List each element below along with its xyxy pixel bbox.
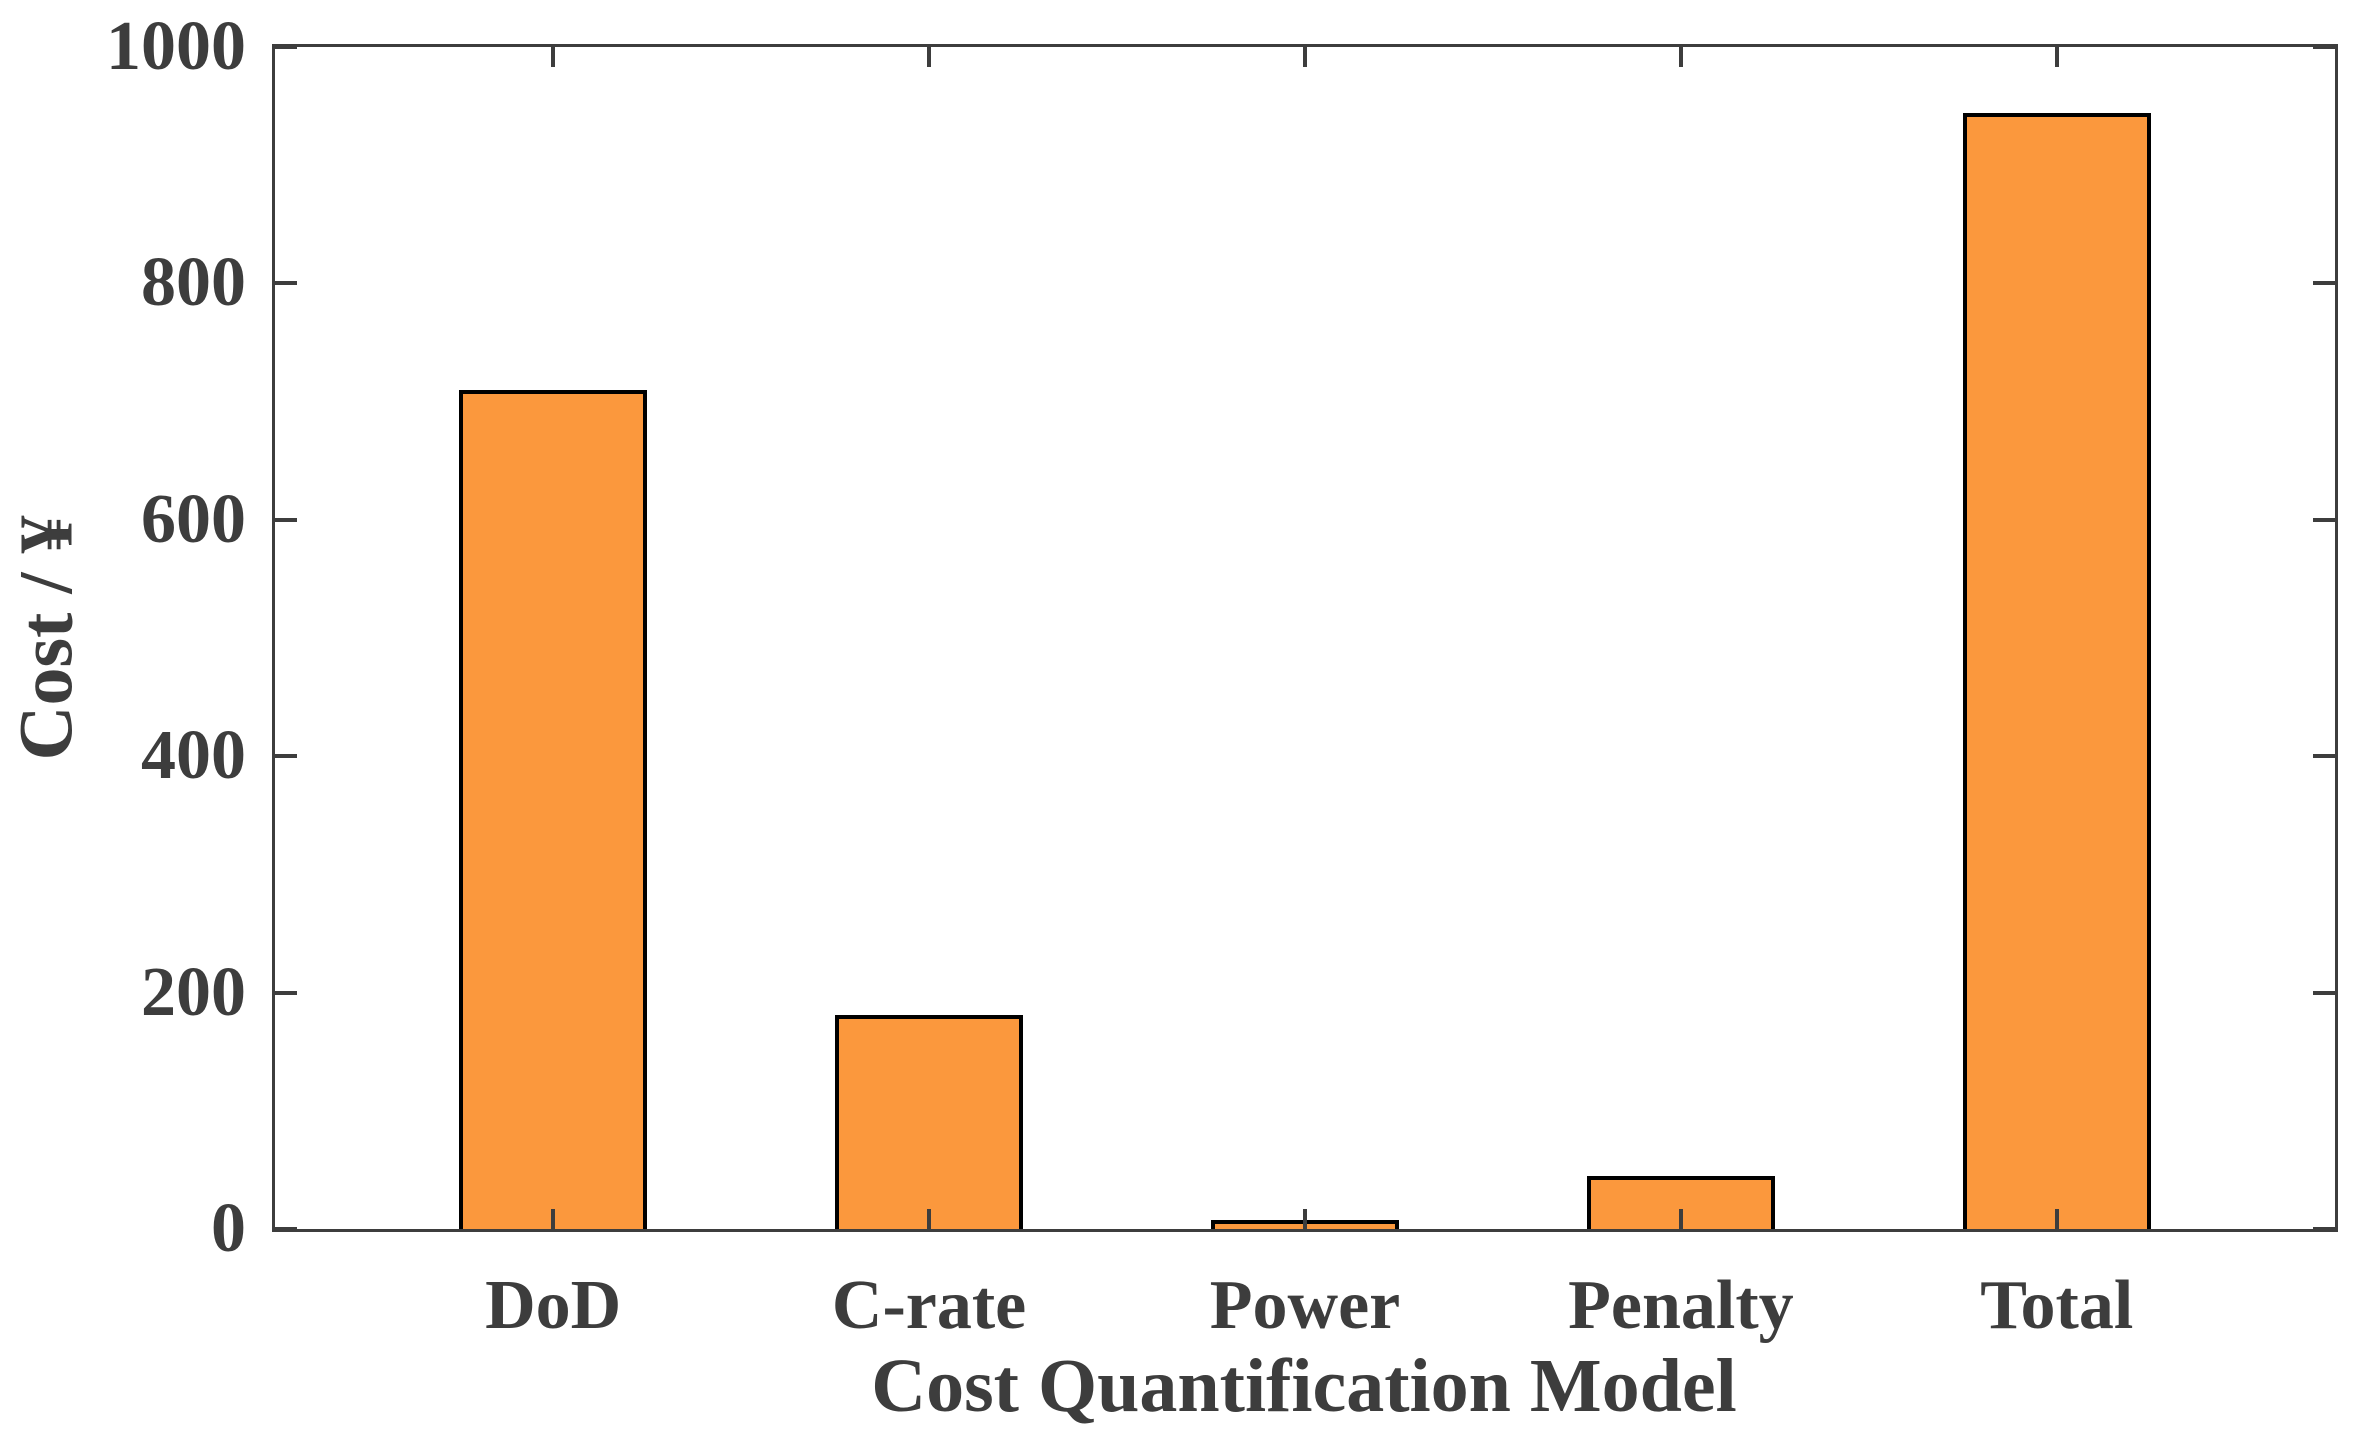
bar-total [1962,113,2151,1229]
plot-inner-region [275,45,2335,1231]
bar-c-rate [835,1015,1024,1229]
x-tick-mark-top-dod [551,47,556,67]
x-tick-mark-total [2054,1209,2059,1229]
y-tick-mark-right-0 [2313,1227,2335,1231]
y-tick-mark-400 [275,754,297,759]
x-tick-mark-top-penalty [1678,47,1683,67]
y-tick-mark-right-400 [2313,754,2335,759]
x-tick-label-power: Power [1209,1267,1401,1344]
x-tick-label-penalty: Penalty [1568,1267,1794,1344]
x-tick-label-dod: DoD [485,1267,622,1344]
y-tick-mark-800 [275,281,297,286]
y-tick-label-600: 600 [141,480,246,558]
y-tick-mark-1000 [275,45,297,49]
x-tick-mark-top-total [2054,47,2059,67]
y-tick-mark-right-1000 [2313,45,2335,49]
x-tick-mark-top-c-rate [927,47,932,67]
x-tick-mark-dod [551,1209,556,1229]
y-tick-label-800: 800 [141,244,246,322]
x-tick-label-total: Total [1980,1267,2134,1344]
y-tick-label-200: 200 [141,953,246,1031]
x-tick-mark-c-rate [927,1209,932,1229]
y-tick-mark-0 [275,1227,297,1231]
plot-area [272,44,2338,1232]
bar-dod [459,389,648,1229]
x-tick-label-c-rate: C-rate [831,1267,1027,1344]
x-tick-mark-power [1303,1209,1307,1229]
y-tick-mark-200 [275,990,297,995]
x-tick-mark-penalty [1678,1209,1683,1229]
x-tick-mark-top-power [1303,47,1307,67]
y-tick-label-400: 400 [141,717,246,795]
y-tick-mark-600 [275,517,297,522]
x-axis-title: Cost Quantification Model [871,1344,1737,1428]
y-tick-mark-right-200 [2313,990,2335,995]
y-tick-label-1000: 1000 [106,8,246,85]
y-tick-label-0: 0 [211,1190,246,1267]
y-tick-mark-right-600 [2313,517,2335,522]
y-tick-mark-right-800 [2313,281,2335,286]
